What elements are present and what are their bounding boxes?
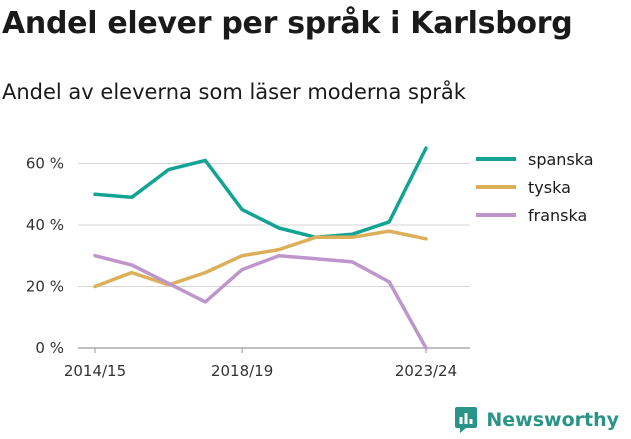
y-tick-label: 0 % — [35, 339, 64, 357]
legend-label: spanska — [528, 150, 594, 169]
legend-item-tyska[interactable]: tyska — [476, 178, 571, 197]
newsworthy-logo[interactable]: Newsworthy — [454, 406, 619, 434]
y-axis-ticks: 0 % 20 % 40 % 60 % — [26, 154, 64, 357]
x-tick-label: 2023/24 — [395, 362, 457, 380]
y-tick-label: 20 % — [26, 277, 64, 295]
series-lines — [93, 146, 428, 350]
newsworthy-logo-icon — [455, 407, 478, 433]
legend-label: tyska — [528, 178, 571, 197]
line-chart: 0 % 20 % 40 % 60 % 2014/15 2018/19 2023/24 sp… — [26, 146, 594, 380]
x-tick-label: 2014/15 — [64, 362, 126, 380]
brand-name: Newsworthy — [486, 409, 619, 431]
y-tick-label: 60 % — [26, 154, 64, 172]
series-line-franska — [93, 253, 428, 350]
legend-item-spanska[interactable]: spanska — [476, 150, 594, 169]
series-line-tyska — [93, 229, 428, 289]
chart-title: Andel elever per språk i Karlsborg — [2, 6, 573, 41]
x-tick-label: 2018/19 — [211, 362, 273, 380]
y-tick-label: 40 % — [26, 216, 64, 234]
series-line-spanska — [93, 146, 428, 240]
x-axis: 2014/15 2018/19 2023/24 — [64, 348, 457, 380]
chart-subtitle: Andel av eleverna som läser moderna språ… — [2, 80, 466, 104]
legend: spanska tyska franska — [476, 150, 594, 225]
legend-item-franska[interactable]: franska — [476, 206, 587, 225]
legend-label: franska — [528, 206, 587, 225]
